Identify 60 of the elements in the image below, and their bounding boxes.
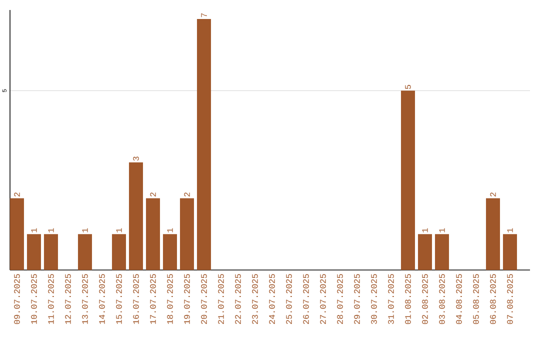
data-label: 1 [507, 228, 513, 232]
x-tick-label: 24.07.2025 [269, 274, 275, 324]
x-tick-label: 21.07.2025 [218, 274, 224, 324]
x-tick-label: 02.08.2025 [422, 274, 428, 324]
x-tick-label: 03.08.2025 [439, 274, 445, 324]
x-tick-label: 11.07.2025 [48, 274, 54, 324]
bar [502, 234, 517, 270]
x-tick-label: 12.07.2025 [65, 274, 71, 324]
bar [162, 234, 177, 270]
x-tick-label: 10.07.2025 [31, 274, 37, 324]
bar [400, 90, 415, 270]
x-tick-label: 23.07.2025 [252, 274, 258, 324]
x-tick-label: 26.07.2025 [303, 274, 309, 324]
bar [196, 18, 211, 270]
x-tick-label: 16.07.2025 [133, 274, 139, 324]
x-tick-label: 04.08.2025 [456, 274, 462, 324]
bar [112, 234, 126, 270]
x-tick-label: 05.08.2025 [473, 274, 479, 324]
data-label: 1 [82, 228, 88, 232]
x-tick-label: 09.07.2025 [14, 274, 20, 324]
x-tick-label: 14.07.2025 [99, 274, 105, 324]
bar [10, 198, 24, 270]
bar [434, 234, 449, 270]
data-label: 2 [184, 192, 190, 196]
x-tick-label: 25.07.2025 [286, 274, 292, 324]
data-label: 5 [405, 84, 411, 89]
x-tick-label: 30.07.2025 [371, 274, 377, 324]
data-label: 7 [201, 13, 207, 18]
data-label: 1 [48, 228, 54, 232]
x-tick-label: 22.07.2025 [235, 274, 241, 324]
data-label: 2 [490, 192, 496, 196]
x-tick-label: 15.07.2025 [116, 274, 122, 324]
data-label: 1 [439, 228, 445, 232]
bar [26, 234, 41, 270]
data-label: 2 [14, 192, 20, 196]
x-tick-label: 01.08.2025 [405, 274, 411, 324]
bar [78, 234, 92, 270]
bar [128, 162, 143, 270]
bar [44, 234, 58, 270]
x-tick-label: 27.07.2025 [320, 274, 326, 324]
x-tick-label: 31.07.2025 [388, 274, 394, 324]
data-label: 1 [422, 228, 428, 232]
bar [146, 198, 160, 270]
x-tick-label: 20.07.2025 [201, 274, 207, 324]
x-tick-label: 13.07.2025 [82, 274, 88, 324]
bar [180, 198, 194, 270]
x-tick-label: 19.07.2025 [184, 274, 190, 324]
x-tick-label: 17.07.2025 [150, 274, 156, 324]
bar [418, 234, 432, 270]
data-label: 1 [116, 228, 122, 232]
data-label: 1 [31, 228, 37, 232]
x-tick-label: 07.08.2025 [507, 274, 513, 324]
data-label: 1 [167, 228, 173, 232]
data-label: 3 [133, 156, 139, 161]
x-tick-label: 29.07.2025 [354, 274, 360, 324]
bar [486, 198, 500, 270]
data-label: 2 [150, 192, 156, 196]
x-tick-label: 18.07.2025 [167, 274, 173, 324]
x-tick-label: 06.08.2025 [490, 274, 496, 324]
x-tick-label: 28.07.2025 [337, 274, 343, 324]
